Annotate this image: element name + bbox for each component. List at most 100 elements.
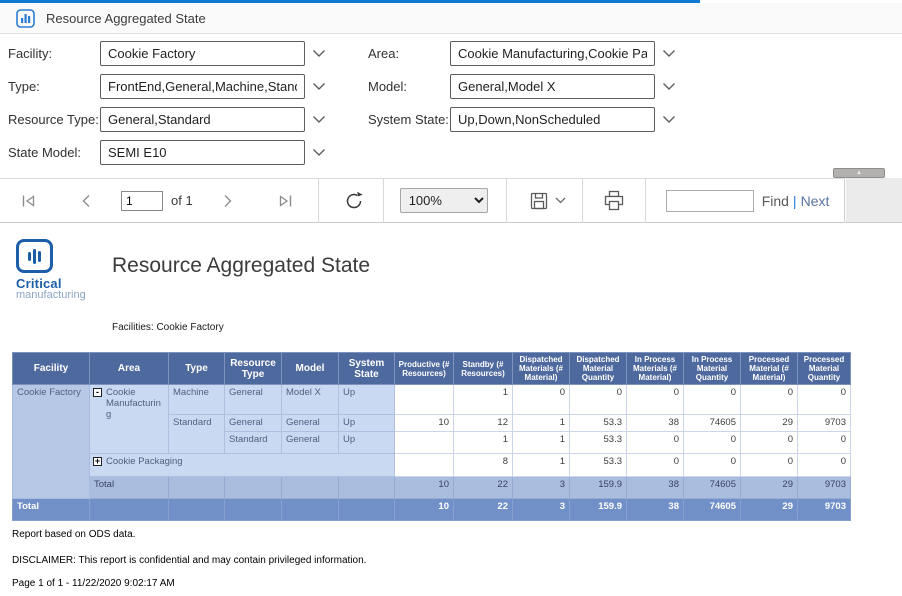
grand-total-value: 3 xyxy=(512,498,570,521)
value-cell: 0 xyxy=(740,384,798,415)
previous-page-button[interactable] xyxy=(81,194,91,208)
value-cell: 0 xyxy=(683,453,741,477)
print-button[interactable] xyxy=(603,190,625,211)
value-cell: 0 xyxy=(740,431,798,454)
value-cell: 0 xyxy=(626,384,684,415)
value-cell: 38 xyxy=(626,414,684,432)
toolbar-right-gap xyxy=(846,178,902,223)
state-model-input[interactable] xyxy=(100,140,305,165)
value-cell: 0 xyxy=(683,431,741,454)
param-row-2: Type: Model: xyxy=(0,74,902,100)
empty-cell xyxy=(338,498,395,521)
subtotal-value: 29 xyxy=(740,476,798,499)
export-menu-chevron-icon[interactable] xyxy=(555,197,566,204)
empty-cell xyxy=(281,476,339,499)
table-row: Cookie Factory - Cookie Manufacturing Ma… xyxy=(12,384,851,499)
chevron-down-icon[interactable] xyxy=(312,115,326,124)
value-cell: 0 xyxy=(626,431,684,454)
column-header: Processed Material Quantity xyxy=(797,352,851,385)
column-header: Processed Material (# Material) xyxy=(740,352,798,385)
table-row: Standard General Up 1 1 53.3 0 0 0 0 xyxy=(13,431,851,454)
report-page-footer: Page 1 of 1 - 11/22/2020 9:02:17 AM xyxy=(12,578,175,589)
chevron-down-icon[interactable] xyxy=(312,82,326,91)
column-header: Dispatched Materials (# Material) xyxy=(512,352,570,385)
last-page-button[interactable] xyxy=(277,194,294,208)
value-cell: 0 xyxy=(797,453,851,477)
grand-total-value: 10 xyxy=(394,498,454,521)
grand-total-row: Total 10 22 3 159.9 38 74605 29 9703 xyxy=(12,498,851,521)
empty-cell xyxy=(89,498,169,521)
area-input[interactable] xyxy=(450,41,655,66)
type-input[interactable] xyxy=(100,74,305,99)
column-header: In Process Material Quantity xyxy=(683,352,741,385)
model-cell: General xyxy=(281,414,339,432)
column-header: Dispatched Material Quantity xyxy=(569,352,627,385)
value-cell: 1 xyxy=(453,431,513,454)
value-cell: 9703 xyxy=(797,414,851,432)
find-next-button[interactable]: Next xyxy=(800,192,830,209)
find-next-divider: | xyxy=(792,192,797,209)
company-logo-mark-icon xyxy=(16,239,53,273)
empty-cell xyxy=(281,498,339,521)
column-header: In Process Materials (# Material) xyxy=(626,352,684,385)
area-name: Cookie Packaging xyxy=(106,456,183,467)
page-title: Resource Aggregated State xyxy=(46,10,206,26)
subtotal-value: 9703 xyxy=(797,476,851,499)
toolbar-separator xyxy=(382,178,384,223)
value-cell: 0 xyxy=(569,384,627,415)
expand-plus-icon[interactable]: + xyxy=(93,456,102,466)
summary-line: Facilities: Cookie Factory xyxy=(112,322,224,333)
model-label: Model: xyxy=(368,79,408,94)
chevron-down-icon[interactable] xyxy=(312,148,326,157)
logo-text-line2: manufacturing xyxy=(16,289,86,301)
report-note: Report based on ODS data. xyxy=(12,529,136,540)
grand-total-value: 29 xyxy=(740,498,798,521)
chevron-down-icon[interactable] xyxy=(662,82,676,91)
grand-total-label: Total xyxy=(12,498,90,521)
toolbar-separator xyxy=(317,178,319,223)
report-toolbar: of 1 100% Find | Next xyxy=(0,178,845,223)
system-state-cell: Up xyxy=(338,414,395,432)
system-state-input[interactable] xyxy=(450,107,655,132)
first-page-button[interactable] xyxy=(20,194,37,208)
report-title: Resource Aggregated State xyxy=(112,254,371,277)
find-input[interactable] xyxy=(665,189,754,212)
collapse-minus-icon[interactable]: - xyxy=(93,388,102,397)
resource-type-input[interactable] xyxy=(100,107,305,132)
facility-cell: Cookie Factory xyxy=(12,384,90,499)
subtotal-row: Total 10 22 3 159.9 38 74605 29 9703 xyxy=(13,476,851,499)
subtotal-value: 3 xyxy=(512,476,570,499)
value-cell xyxy=(394,384,454,415)
logo-text-line1: Critical xyxy=(16,276,62,291)
param-row-4: State Model: xyxy=(0,140,902,166)
collapse-parameters-button[interactable]: ▲ xyxy=(833,168,885,178)
chevron-down-icon[interactable] xyxy=(662,49,676,58)
model-input[interactable] xyxy=(450,74,655,99)
chevron-down-icon[interactable] xyxy=(662,115,676,124)
find-button[interactable]: Find xyxy=(761,192,789,209)
column-header: Resource Type xyxy=(224,352,282,385)
zoom-select[interactable]: 100% xyxy=(399,188,488,213)
grand-total-value: 22 xyxy=(453,498,513,521)
param-row-1: Facility: Area: xyxy=(0,41,902,67)
facility-input[interactable] xyxy=(100,41,305,66)
empty-cell xyxy=(224,498,282,521)
empty-cell xyxy=(224,476,282,499)
resource-type-label: Resource Type: xyxy=(8,112,99,127)
export-save-button[interactable] xyxy=(529,191,549,211)
refresh-button[interactable] xyxy=(343,190,365,212)
empty-cell xyxy=(168,476,225,499)
area-group-cell: - Cookie Manufacturing xyxy=(89,384,169,454)
value-cell: 1 xyxy=(453,384,513,415)
value-cell: 53.3 xyxy=(569,453,627,477)
value-cell: 53.3 xyxy=(569,414,627,432)
subtotal-label: Total xyxy=(89,476,169,499)
subtotal-value: 10 xyxy=(394,476,454,499)
resource-state-table: Facility Area Type Resource Type Model S… xyxy=(12,352,851,521)
value-cell: 1 xyxy=(512,414,570,432)
chevron-down-icon[interactable] xyxy=(312,49,326,58)
model-cell: General xyxy=(281,431,339,454)
page-number-input[interactable] xyxy=(121,190,163,211)
grand-total-value: 38 xyxy=(626,498,684,521)
next-page-button[interactable] xyxy=(223,194,233,208)
